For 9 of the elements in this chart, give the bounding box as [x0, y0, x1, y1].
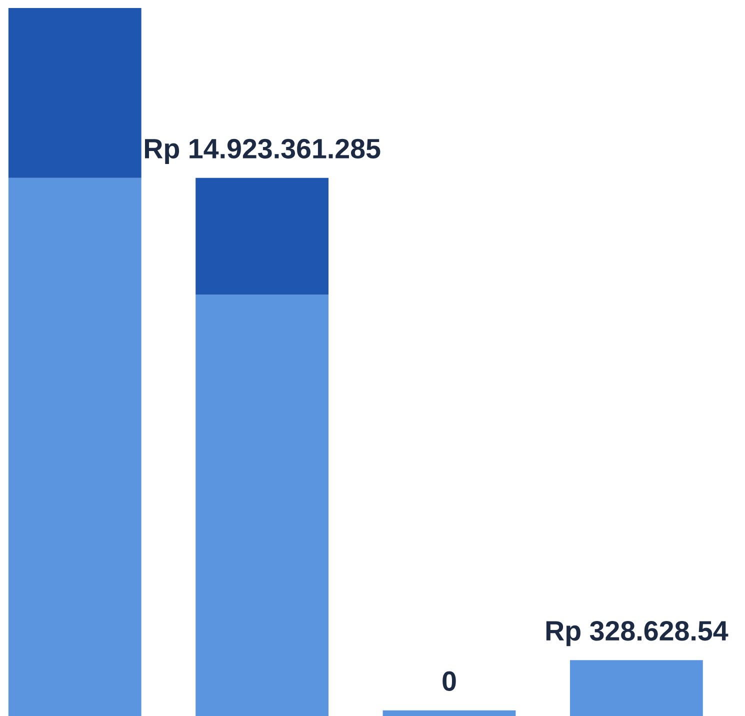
total-label: Rp 328.628.54 [546, 621, 728, 646]
bar [570, 660, 703, 716]
bar [382, 710, 516, 716]
total-label: 0 [442, 671, 456, 691]
bar [196, 178, 329, 295]
bar [196, 294, 329, 716]
bar [8, 178, 142, 716]
bar [8, 8, 142, 178]
total-label: Rp 14.923.361.285 [145, 138, 380, 164]
